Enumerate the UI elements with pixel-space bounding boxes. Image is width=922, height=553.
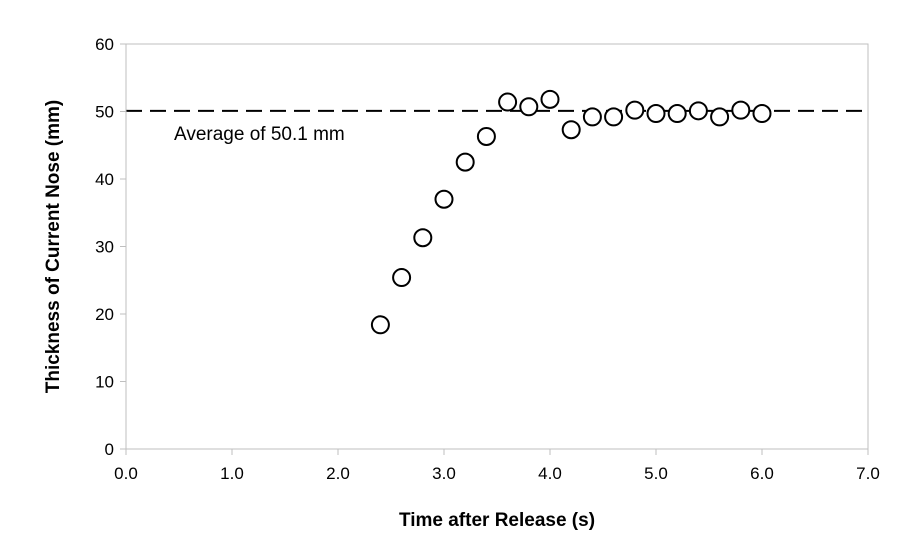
data-point <box>498 92 518 112</box>
data-point <box>688 101 708 121</box>
x-axis-title: Time after Release (s) <box>399 510 595 531</box>
y-axis-ticks: 0 10 20 30 40 50 60 <box>95 35 126 459</box>
x-tick-label: 1.0 <box>220 464 244 483</box>
data-point <box>370 315 390 335</box>
data-point <box>455 152 475 172</box>
y-tick-label: 60 <box>95 35 114 54</box>
x-tick-label: 4.0 <box>538 464 562 483</box>
y-tick-label: 0 <box>105 440 114 459</box>
x-tick-label: 5.0 <box>644 464 668 483</box>
data-point <box>667 104 687 124</box>
x-axis-ticks: 0.0 1.0 2.0 3.0 4.0 5.0 6.0 7.0 <box>114 449 880 483</box>
data-point <box>540 89 560 109</box>
y-tick-label: 10 <box>95 373 114 392</box>
x-tick-label: 7.0 <box>856 464 880 483</box>
x-tick-label: 3.0 <box>432 464 456 483</box>
y-tick-label: 40 <box>95 170 114 189</box>
data-point <box>582 107 602 127</box>
y-tick-label: 20 <box>95 305 114 324</box>
y-tick-label: 30 <box>95 238 114 257</box>
x-tick-label: 6.0 <box>750 464 774 483</box>
data-point <box>561 120 581 140</box>
data-point <box>752 104 772 124</box>
plot-area-frame <box>125 43 869 450</box>
data-point <box>646 104 666 124</box>
x-tick-label: 2.0 <box>326 464 350 483</box>
data-point <box>434 189 454 209</box>
data-point <box>519 97 539 117</box>
data-point <box>476 126 496 146</box>
y-axis-title: Thickness of Current Nose (mm) <box>43 100 64 394</box>
average-annotation: Average of 50.1 mm <box>174 124 345 145</box>
data-point <box>604 107 624 127</box>
data-point <box>731 100 751 120</box>
data-point <box>392 268 412 288</box>
x-tick-label: 0.0 <box>114 464 138 483</box>
data-points <box>370 89 772 335</box>
data-point <box>413 228 433 248</box>
y-tick-label: 50 <box>95 103 114 122</box>
data-point <box>625 100 645 120</box>
data-point <box>710 107 730 127</box>
